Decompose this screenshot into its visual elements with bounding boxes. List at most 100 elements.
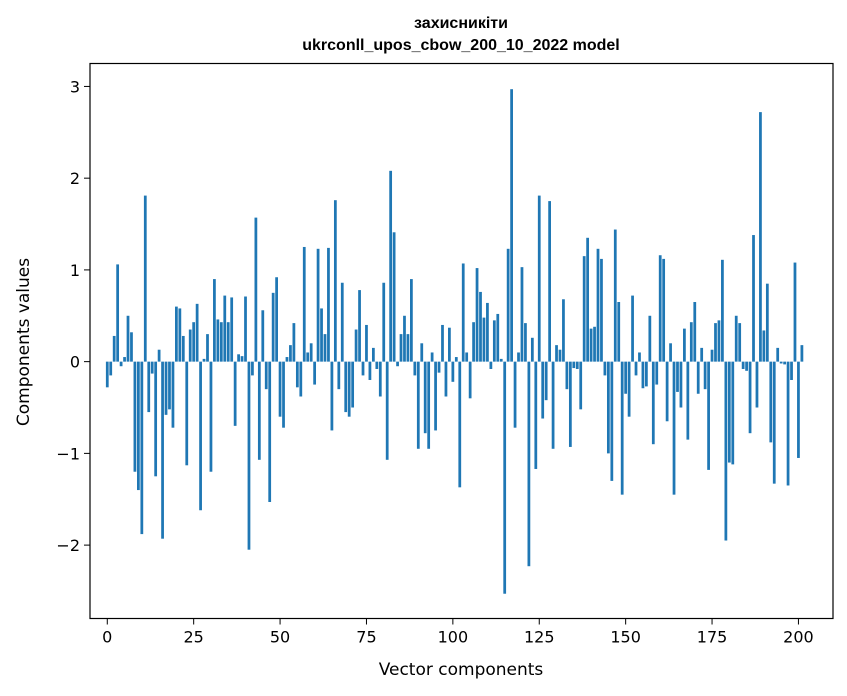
bar-182	[734, 315, 738, 362]
bar-113	[496, 313, 500, 362]
bar-7	[130, 332, 133, 362]
bar-160	[658, 255, 662, 362]
bar-15	[157, 349, 161, 362]
bar-118	[513, 361, 517, 428]
bar-100	[451, 361, 455, 382]
bar-12	[147, 361, 151, 413]
bar-99	[448, 327, 451, 362]
bar-39	[240, 356, 244, 362]
bar-57	[302, 246, 306, 362]
bar-176	[714, 323, 717, 362]
bar-65	[330, 361, 334, 431]
x-axis-label: Vector components	[379, 660, 544, 680]
x-tick-label-125: 125	[524, 628, 555, 647]
bar-135	[572, 361, 576, 369]
bar-126	[541, 361, 545, 419]
bar-59	[309, 343, 313, 362]
bar-151	[627, 361, 631, 417]
bar-193	[772, 361, 776, 484]
bar-30	[209, 361, 213, 472]
bar-33	[219, 322, 223, 362]
bar-61	[316, 248, 320, 362]
bar-139	[586, 237, 590, 362]
bar-62	[320, 308, 323, 362]
bar-180	[727, 361, 731, 463]
bar-48	[271, 292, 275, 362]
bar-120	[520, 267, 524, 362]
bar-179	[724, 361, 728, 541]
bar-114	[499, 358, 503, 362]
bar-143	[600, 258, 603, 362]
bar-series	[105, 89, 804, 594]
x-tick-label-150: 150	[610, 628, 641, 647]
bar-70	[347, 361, 351, 417]
bar-168	[686, 361, 690, 440]
bar-6	[126, 315, 130, 362]
bar-191	[765, 283, 769, 362]
bar-83	[392, 232, 396, 362]
bar-156	[645, 361, 648, 387]
bar-86	[403, 315, 406, 362]
bar-52	[285, 357, 289, 362]
bar-152	[631, 295, 634, 362]
bar-34	[223, 295, 227, 362]
bar-3	[116, 264, 120, 362]
bar-177	[717, 320, 721, 362]
y-tick-label--1: −1	[56, 444, 80, 463]
bar-20	[175, 306, 178, 362]
bar-47	[268, 361, 272, 502]
x-tick-label-50: 50	[270, 628, 290, 647]
bar-76	[368, 361, 372, 380]
y-tick-label-0: 0	[70, 353, 80, 372]
bar-1	[109, 361, 113, 376]
bar-123	[530, 337, 534, 362]
bar-170	[693, 302, 697, 362]
bar-119	[517, 352, 520, 362]
bar-51	[282, 361, 285, 428]
bar-157	[648, 315, 652, 362]
bar-147	[613, 229, 617, 362]
bar-107	[475, 268, 479, 362]
bar-134	[568, 361, 572, 447]
bar-68	[340, 282, 344, 362]
bar-140	[589, 328, 593, 362]
bar-201	[800, 345, 804, 362]
x-tick-label-25: 25	[183, 628, 203, 647]
bar-28	[202, 358, 206, 362]
bar-198	[790, 361, 793, 380]
bar-27	[199, 361, 202, 511]
bar-31	[213, 279, 216, 362]
bar-163	[669, 343, 672, 362]
bar-200	[797, 361, 800, 458]
chart-subtitle: ukrconll_upos_cbow_200_10_2022 model	[302, 37, 619, 54]
bar-64	[327, 247, 330, 362]
chart-title: захисникіти	[414, 15, 508, 32]
bar-14	[154, 361, 158, 477]
bar-60	[313, 361, 317, 385]
bar-13	[150, 361, 154, 374]
bar-117	[510, 89, 513, 362]
bar-63	[323, 334, 327, 362]
bar-80	[382, 282, 386, 362]
bar-196	[783, 361, 786, 365]
y-axis-ticks: −2 −1 0 1 2 3	[56, 77, 90, 555]
bar-129	[551, 361, 555, 449]
bar-148	[617, 302, 621, 362]
bar-150	[624, 361, 628, 394]
bar-56	[299, 361, 303, 397]
bar-169	[689, 322, 693, 362]
bar-105	[468, 361, 472, 399]
bar-46	[264, 361, 268, 390]
bar-42	[251, 361, 254, 376]
bar-71	[351, 361, 355, 408]
bar-67	[337, 361, 341, 390]
bar-73	[358, 290, 361, 362]
bar-23	[185, 361, 189, 466]
bar-183	[738, 323, 742, 362]
bar-185	[745, 361, 748, 371]
bar-133	[565, 361, 569, 390]
bar-92	[423, 361, 427, 434]
bar-91	[420, 343, 424, 362]
bar-32	[216, 319, 220, 362]
